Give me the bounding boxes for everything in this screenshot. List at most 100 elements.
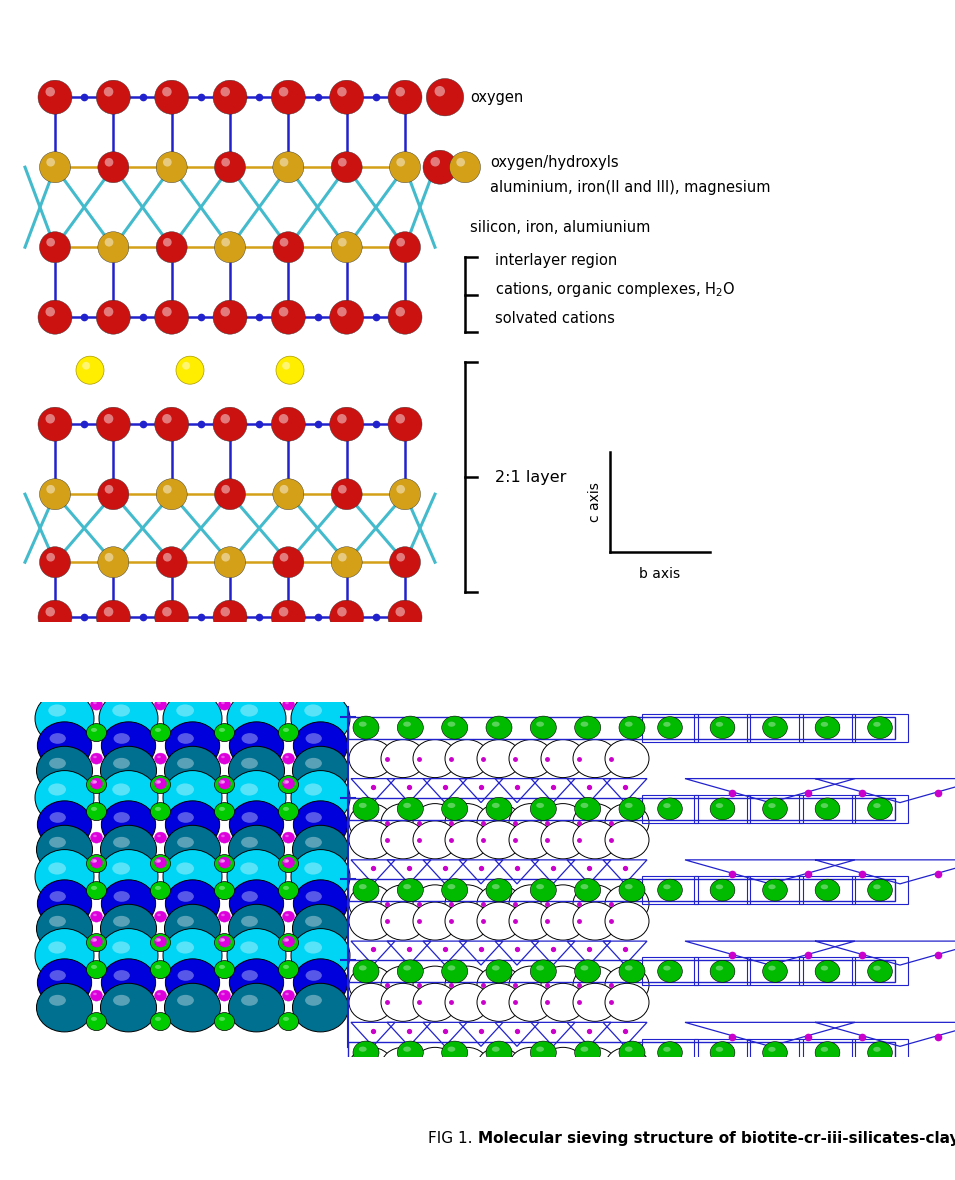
Ellipse shape (305, 916, 322, 926)
Ellipse shape (868, 961, 892, 982)
Ellipse shape (286, 939, 288, 942)
Ellipse shape (486, 798, 512, 820)
Ellipse shape (397, 959, 423, 983)
Bar (852, 957, 908, 985)
Bar (852, 714, 908, 741)
Ellipse shape (155, 780, 161, 784)
Ellipse shape (477, 983, 521, 1022)
Ellipse shape (477, 966, 521, 1004)
Ellipse shape (581, 721, 588, 727)
Circle shape (163, 238, 172, 247)
Ellipse shape (49, 942, 66, 953)
Ellipse shape (36, 904, 93, 953)
Ellipse shape (94, 913, 96, 916)
Ellipse shape (573, 1048, 617, 1086)
Ellipse shape (359, 1047, 367, 1051)
Ellipse shape (291, 850, 350, 904)
Circle shape (396, 238, 405, 247)
Circle shape (213, 601, 247, 634)
Ellipse shape (403, 884, 411, 890)
Ellipse shape (541, 821, 585, 859)
Ellipse shape (283, 938, 289, 942)
Ellipse shape (155, 728, 161, 732)
Ellipse shape (605, 902, 649, 940)
Ellipse shape (113, 863, 130, 874)
Circle shape (221, 414, 230, 424)
Ellipse shape (286, 781, 288, 784)
Ellipse shape (35, 771, 94, 825)
Ellipse shape (241, 837, 258, 847)
Ellipse shape (279, 854, 299, 872)
Ellipse shape (397, 716, 423, 739)
Ellipse shape (509, 966, 553, 1004)
Ellipse shape (291, 771, 350, 825)
Ellipse shape (536, 721, 544, 727)
Ellipse shape (91, 728, 97, 732)
Ellipse shape (868, 879, 892, 902)
Ellipse shape (283, 886, 289, 890)
Ellipse shape (873, 1047, 881, 1051)
Ellipse shape (241, 863, 258, 874)
Ellipse shape (165, 801, 220, 848)
Circle shape (155, 80, 189, 114)
Circle shape (279, 307, 288, 316)
Circle shape (395, 607, 405, 616)
Ellipse shape (573, 740, 617, 778)
Ellipse shape (91, 807, 97, 811)
Ellipse shape (605, 804, 649, 841)
Ellipse shape (215, 723, 235, 741)
Ellipse shape (536, 965, 544, 970)
Ellipse shape (49, 784, 66, 795)
Circle shape (213, 80, 247, 114)
Bar (799, 714, 856, 741)
Circle shape (155, 601, 189, 634)
Ellipse shape (91, 911, 102, 922)
Ellipse shape (222, 702, 224, 704)
Ellipse shape (541, 740, 585, 778)
Ellipse shape (658, 879, 683, 902)
Ellipse shape (155, 936, 166, 948)
Ellipse shape (36, 983, 93, 1031)
Ellipse shape (99, 691, 158, 746)
Ellipse shape (229, 880, 284, 927)
Circle shape (163, 485, 172, 493)
Circle shape (39, 231, 71, 263)
Circle shape (280, 158, 288, 166)
Text: cations, organic complexes, H$_2$O: cations, organic complexes, H$_2$O (495, 280, 735, 299)
Ellipse shape (279, 881, 299, 899)
Ellipse shape (283, 780, 289, 784)
Ellipse shape (625, 802, 632, 808)
Ellipse shape (768, 804, 775, 808)
Ellipse shape (581, 802, 588, 808)
Circle shape (331, 479, 362, 510)
Ellipse shape (219, 832, 230, 843)
Ellipse shape (305, 758, 322, 769)
Ellipse shape (279, 723, 299, 741)
Ellipse shape (477, 804, 521, 841)
Ellipse shape (536, 1047, 544, 1051)
Ellipse shape (381, 821, 425, 859)
Ellipse shape (99, 771, 158, 825)
Circle shape (162, 87, 172, 97)
Circle shape (423, 150, 457, 184)
Ellipse shape (286, 702, 288, 704)
Ellipse shape (448, 884, 456, 890)
Ellipse shape (219, 1017, 225, 1021)
Ellipse shape (91, 857, 102, 868)
Ellipse shape (293, 801, 348, 848)
Ellipse shape (306, 970, 322, 981)
Ellipse shape (820, 965, 828, 970)
Circle shape (338, 158, 347, 166)
Circle shape (222, 158, 230, 166)
Circle shape (213, 407, 247, 441)
Ellipse shape (541, 983, 585, 1022)
Circle shape (97, 231, 129, 263)
Ellipse shape (283, 1017, 289, 1021)
Circle shape (221, 607, 230, 616)
Ellipse shape (625, 884, 632, 890)
Ellipse shape (158, 755, 160, 759)
Ellipse shape (155, 699, 166, 710)
Circle shape (388, 300, 422, 334)
Ellipse shape (353, 716, 379, 739)
Circle shape (388, 80, 422, 114)
